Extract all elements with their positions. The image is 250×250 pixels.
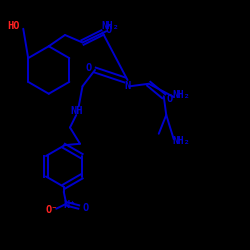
Text: NH₂: NH₂ xyxy=(172,90,190,100)
Text: O: O xyxy=(86,63,92,73)
Text: NH₂: NH₂ xyxy=(101,21,119,31)
Text: HO: HO xyxy=(8,21,20,31)
Text: O: O xyxy=(106,25,112,35)
Text: O⁻: O⁻ xyxy=(45,205,58,215)
Text: NH₂: NH₂ xyxy=(172,136,190,146)
Text: N⁺: N⁺ xyxy=(63,200,76,210)
Text: O: O xyxy=(82,203,88,213)
Text: O: O xyxy=(167,94,173,104)
Text: NH: NH xyxy=(70,106,82,116)
Text: N: N xyxy=(124,81,130,91)
